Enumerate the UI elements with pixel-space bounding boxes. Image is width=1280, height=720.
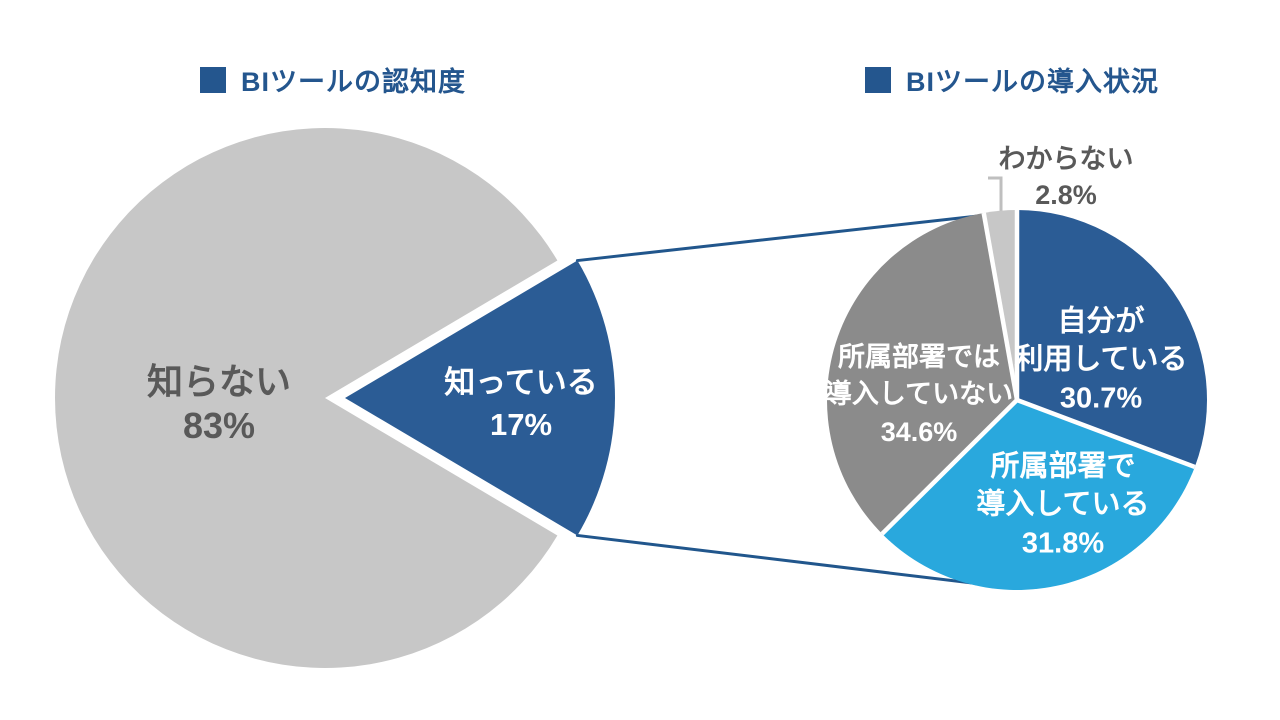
zoom-connector-top-line — [575, 210, 1016, 263]
pie-adoption-slice-2 — [827, 212, 1017, 534]
label-unknown-value: 2.8% — [1035, 180, 1097, 210]
label-dept-not-adopted-line1: 所属部署では — [837, 342, 1000, 373]
label-dont-know-value: 83% — [182, 405, 256, 446]
adoption-chart-title: BIツールの導入状況 — [865, 60, 1159, 99]
adoption-title-text: BIツールの導入状況 — [906, 67, 1159, 97]
label-dept-adopted: 所属部署で 導入している 31.8% — [976, 448, 1149, 563]
slice-separator-line — [880, 398, 1019, 536]
label-dept-adopted-line1: 所属部署で — [990, 450, 1136, 483]
pie-adoption-slice-0 — [1017, 210, 1208, 467]
label-dept-not-adopted-value: 34.6% — [880, 416, 958, 447]
slice-separator-line — [1016, 397, 1196, 470]
pie-awareness-slice-dont-know — [54, 128, 558, 668]
label-dept-adopted-line2: 導入している — [976, 488, 1150, 521]
label-dont-know: 知らない 83% — [147, 360, 291, 448]
unknown-label-leader-line — [988, 176, 1003, 214]
pie-awareness-slice-know — [345, 260, 615, 536]
title-bullet-icon — [865, 66, 891, 93]
title-bullet-icon — [200, 66, 226, 93]
label-using-personally-value: 30.7% — [1059, 382, 1143, 415]
label-dept-adopted-value: 31.8% — [1021, 527, 1105, 560]
label-using-personally: 自分が 利用している 30.7% — [1014, 303, 1187, 418]
label-dont-know-text: 知らない — [146, 361, 292, 403]
pie-adoption-slice-1 — [882, 400, 1195, 590]
awareness-chart-title: BIツールの認知度 — [200, 60, 466, 99]
awareness-title-text: BIツールの認知度 — [241, 67, 466, 97]
slice-separator-line — [981, 212, 1020, 401]
label-know-value: 17% — [489, 407, 553, 442]
label-dept-not-adopted-line2: 導入していない — [824, 379, 1014, 410]
label-unknown: わからない 2.8% — [999, 142, 1134, 214]
zoom-connector-bottom-line — [575, 533, 1016, 590]
label-know: 知っている 17% — [444, 362, 597, 446]
label-dept-not-adopted: 所属部署では 導入していない 34.6% — [825, 339, 1013, 451]
label-unknown-text: わからない — [998, 144, 1134, 175]
label-know-text: 知っている — [444, 365, 598, 401]
label-using-personally-line2: 利用している — [1014, 343, 1188, 376]
label-using-personally-line1: 自分が — [1057, 305, 1145, 338]
